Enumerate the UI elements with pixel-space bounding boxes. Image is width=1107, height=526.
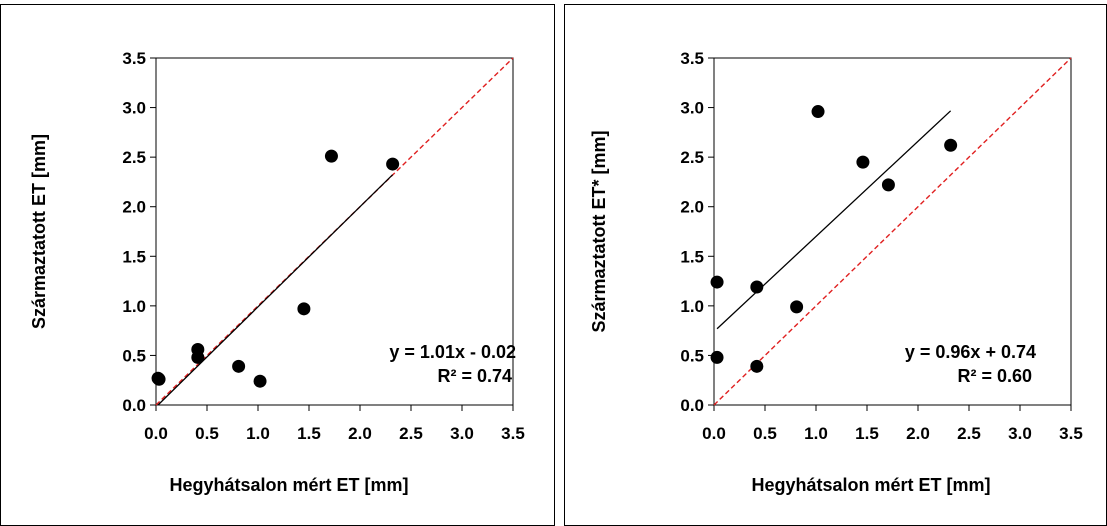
scatter-chart-left: 0.0 0.5 1.0 1.5 2.0 2.5 3.0 3.5 0.0 0.5 1.0 1.5 2.0 2… [29, 49, 525, 495]
y-axis-title: Származtatott ET* [mm] [589, 130, 609, 332]
x-tick-label: 3.0 [1008, 424, 1032, 443]
data-point [152, 372, 166, 386]
data-point [710, 350, 724, 364]
data-point [750, 280, 764, 294]
x-tick-label: 0.5 [753, 424, 777, 443]
y-tick-label: 3.5 [680, 49, 704, 68]
y-tick-label: 2.0 [122, 198, 146, 217]
y-tick-label: 0.0 [122, 396, 146, 415]
chart-panel-left: 0.0 0.5 1.0 1.5 2.0 2.5 3.0 3.5 0.0 0.5 1.0 1.5 2.0 2… [0, 4, 555, 526]
x-tick-label: 3.0 [450, 424, 474, 443]
data-point [881, 178, 895, 192]
plot-area [155, 57, 514, 406]
x-tick-label: 1.5 [855, 424, 879, 443]
data-point [750, 359, 764, 373]
y-tick-label: 2.5 [680, 148, 704, 167]
x-tick-label: 1.0 [804, 424, 828, 443]
y-tick-label: 1.0 [680, 297, 704, 316]
y-tick-label: 3.5 [122, 49, 146, 68]
x-tick-label: 1.5 [297, 424, 321, 443]
x-axis-title: Hegyhátsalon mért ET [mm] [751, 475, 990, 495]
trendline-equation: y = 0.96x + 0.74 [905, 342, 1036, 362]
x-tick-label: 1.0 [246, 424, 270, 443]
y-tick-label: 0.5 [122, 346, 146, 365]
y-tick-label: 1.5 [680, 247, 704, 266]
x-tick-label: 0.5 [195, 424, 219, 443]
x-tick-label: 2.0 [906, 424, 930, 443]
data-point [856, 155, 870, 169]
data-point [790, 300, 804, 314]
y-tick-label: 2.0 [680, 198, 704, 217]
x-tick-label: 3.5 [501, 424, 525, 443]
y-tick-label: 1.0 [122, 297, 146, 316]
data-point [232, 359, 246, 373]
trend-line [716, 110, 952, 330]
trend-line [157, 174, 394, 406]
x-tick-label: 2.0 [348, 424, 372, 443]
chart-panel-right: 0.0 0.5 1.0 1.5 2.0 2.5 3.0 3.5 0.0 0.5 1.0 1.5 2.0 2… [564, 4, 1107, 526]
trendline-equation: y = 1.01x - 0.02 [389, 342, 516, 362]
data-point [710, 275, 724, 289]
plot-area [713, 57, 1072, 406]
data-point [253, 374, 267, 388]
x-tick-label: 3.5 [1059, 424, 1083, 443]
x-axis-title: Hegyhátsalon mért ET [mm] [169, 475, 408, 495]
x-tick-label: 2.5 [957, 424, 981, 443]
data-point [324, 149, 338, 163]
x-tick-label: 0.0 [702, 424, 726, 443]
y-tick-label: 0.5 [680, 346, 704, 365]
y-tick-label: 1.5 [122, 247, 146, 266]
data-point [191, 350, 205, 364]
data-point [297, 302, 311, 316]
r-squared-label: R² = 0.60 [957, 366, 1032, 386]
r-squared-label: R² = 0.74 [437, 366, 512, 386]
y-tick-label: 2.5 [122, 148, 146, 167]
y-tick-label: 0.0 [680, 396, 704, 415]
data-point [944, 138, 958, 152]
x-tick-label: 2.5 [399, 424, 423, 443]
y-tick-label: 3.0 [680, 99, 704, 118]
x-tick-label: 0.0 [144, 424, 168, 443]
y-axis-title: Származtatott ET [mm] [29, 134, 49, 329]
reference-line-1to1 [713, 57, 1072, 406]
data-point [386, 157, 400, 171]
y-tick-label: 3.0 [122, 99, 146, 118]
scatter-chart-right: 0.0 0.5 1.0 1.5 2.0 2.5 3.0 3.5 0.0 0.5 1.0 1.5 2.0 2… [589, 49, 1083, 495]
data-point [811, 105, 825, 119]
